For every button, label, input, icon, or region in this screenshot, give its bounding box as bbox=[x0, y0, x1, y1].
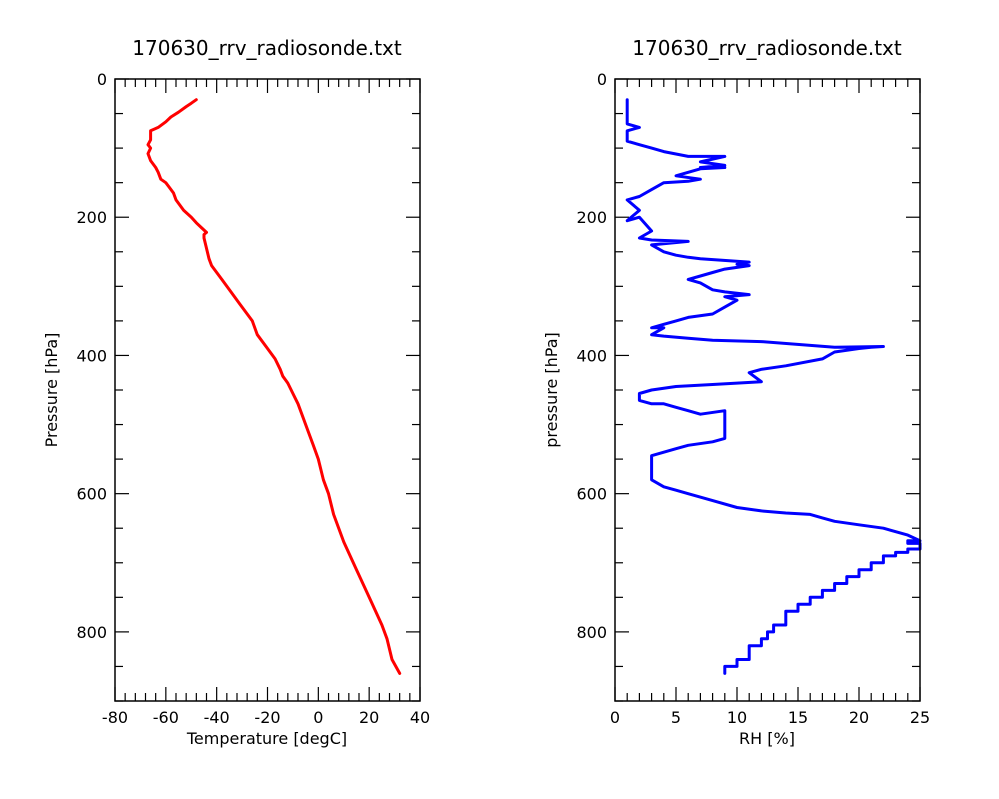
temperature-plot-title: 170630_rrv_radiosonde.txt bbox=[132, 36, 402, 60]
temperature-series bbox=[146, 98, 402, 675]
rh-y-tick-label: 0 bbox=[597, 70, 607, 89]
temperature-x-tick-label: -60 bbox=[153, 708, 179, 727]
rh-y-tick-label: 200 bbox=[576, 208, 607, 227]
temperature-x-tick-label: 0 bbox=[313, 708, 323, 727]
temperature-x-tick-label: -20 bbox=[254, 708, 280, 727]
temperature-x-tick-label: 40 bbox=[410, 708, 430, 727]
rh-x-tick-label: 20 bbox=[849, 708, 869, 727]
temperature-plot: 170630_rrv_radiosonde.txt Temperature [d… bbox=[42, 36, 430, 748]
rh-tick-labels: 0 5 10 15 20 25 0 200 400 600 800 bbox=[576, 70, 930, 727]
rh-y-tick-label: 800 bbox=[576, 623, 607, 642]
temperature-plot-frame bbox=[114, 78, 421, 702]
rh-profile-line bbox=[625, 98, 922, 675]
temperature-profile-line bbox=[146, 98, 402, 675]
temperature-y-tick-label: 600 bbox=[76, 485, 107, 504]
rh-series bbox=[625, 98, 922, 675]
temperature-y-tick-label: 800 bbox=[76, 623, 107, 642]
temperature-ticks bbox=[114, 78, 421, 702]
rh-y-tick-label: 400 bbox=[576, 346, 607, 365]
rh-plot: 170630_rrv_radiosonde.txt RH [%] pressur… bbox=[542, 36, 930, 748]
rh-x-axis-label: RH [%] bbox=[739, 729, 795, 748]
rh-x-tick-label: 0 bbox=[610, 708, 620, 727]
temperature-y-tick-label: 400 bbox=[76, 346, 107, 365]
rh-x-tick-label: 25 bbox=[910, 708, 930, 727]
temperature-y-tick-label: 200 bbox=[76, 208, 107, 227]
temperature-x-tick-label: 20 bbox=[359, 708, 379, 727]
temperature-y-axis-label: Pressure [hPa] bbox=[42, 333, 61, 448]
rh-plot-frame bbox=[614, 78, 921, 702]
rh-x-tick-label: 10 bbox=[727, 708, 747, 727]
temperature-y-tick-label: 0 bbox=[97, 70, 107, 89]
rh-y-tick-label: 600 bbox=[576, 485, 607, 504]
rh-x-tick-label: 5 bbox=[671, 708, 681, 727]
temperature-x-tick-label: -80 bbox=[102, 708, 128, 727]
rh-x-tick-label: 15 bbox=[788, 708, 808, 727]
temperature-x-axis-label: Temperature [degC] bbox=[186, 729, 347, 748]
temperature-x-tick-label: -40 bbox=[204, 708, 230, 727]
rh-y-axis-label: pressure [hPa] bbox=[542, 332, 561, 448]
rh-plot-title: 170630_rrv_radiosonde.txt bbox=[632, 36, 902, 60]
